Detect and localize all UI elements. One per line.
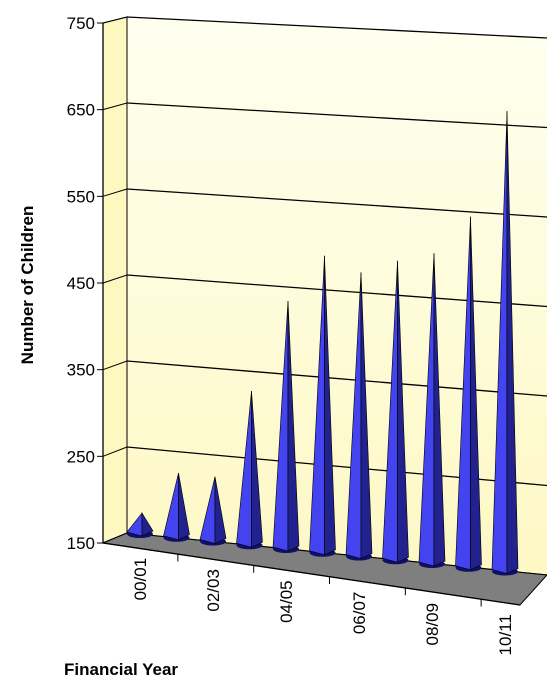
cone-bar [199, 476, 227, 546]
cone-face-right [360, 272, 373, 559]
x-tick-label: 06/07 [350, 592, 369, 635]
cone-bar [382, 260, 409, 565]
gridline [126, 16, 547, 39]
x-tick-label: 00/01 [131, 558, 150, 601]
cone-bar [236, 391, 263, 550]
y-tick-label: 450 [67, 274, 95, 293]
cone-bar [163, 472, 190, 542]
y-tick-label: 350 [67, 361, 95, 380]
y-axis-title: Number of Children [18, 206, 37, 365]
side-gridline [102, 102, 128, 111]
y-tick-label: 150 [67, 534, 95, 553]
cone-bar [126, 512, 154, 538]
side-gridline [102, 446, 128, 457]
x-axis-line [102, 542, 521, 606]
y-tick-label: 550 [67, 187, 95, 206]
side-wall [102, 16, 128, 544]
cone-face-right [251, 391, 263, 548]
x-tick-label: 04/05 [277, 580, 296, 623]
cone-face-right [214, 476, 227, 544]
gridline [126, 360, 547, 397]
y-tick-label: 650 [67, 101, 95, 120]
side-gridline [102, 188, 128, 197]
cone-bar [345, 272, 373, 561]
cone-face-right [397, 260, 409, 563]
side-gridline [102, 360, 128, 371]
cone-face-right [141, 512, 154, 537]
gridline [126, 102, 547, 129]
cone-face-right [470, 216, 482, 571]
cone-face-right [287, 301, 300, 552]
gridline [126, 274, 547, 308]
cone-face-right [178, 472, 190, 541]
cone-bar [455, 216, 482, 572]
side-gridline [102, 274, 128, 284]
x-tick-label: 08/09 [423, 603, 442, 646]
cone-bar [418, 253, 446, 568]
x-axis-title: Financial Year [64, 660, 178, 679]
y-tick-label: 250 [67, 447, 95, 466]
cone-bar [272, 301, 300, 553]
x-tick-label: 02/03 [204, 569, 223, 612]
side-gridline [102, 16, 128, 24]
cone-face-right [324, 255, 336, 556]
gridline [126, 188, 547, 218]
cone-face-right [506, 111, 519, 574]
cone-face-right [433, 253, 446, 567]
cone-bar [309, 255, 336, 557]
cone-bar [491, 111, 519, 576]
y-tick-label: 750 [67, 14, 95, 33]
back-wall [127, 17, 547, 575]
x-tick-label: 10/11 [496, 614, 515, 655]
